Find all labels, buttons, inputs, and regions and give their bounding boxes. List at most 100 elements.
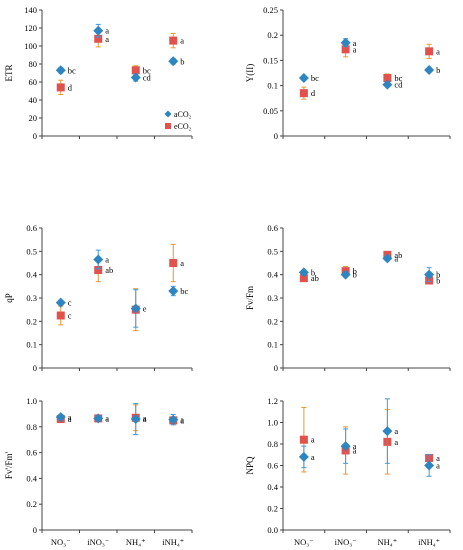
significance-letter: a <box>436 453 440 463</box>
significance-letter: b <box>311 267 315 277</box>
significance-letter: a <box>68 414 72 424</box>
data-point-aco2 <box>55 412 66 423</box>
data-point-aco2 <box>130 414 141 425</box>
x-tick-label: NH₄⁺ <box>126 537 146 547</box>
significance-letter: a <box>311 452 315 462</box>
y-tick-label: 0.6 <box>26 448 37 458</box>
x-tick-label: iNH₄⁺ <box>162 537 184 547</box>
y-tick-label: 0.25 <box>263 5 278 15</box>
significance-letter: bc <box>68 65 76 75</box>
significance-letter: b <box>436 276 440 286</box>
y-axis-label: NPQ <box>245 456 255 475</box>
significance-letter: a <box>105 26 109 36</box>
y-tick-label: 1.0 <box>267 418 278 428</box>
significance-letter: cd <box>143 73 152 83</box>
y-tick-label: 0 <box>33 131 37 141</box>
legend-label-aco2: aCO₂ <box>174 110 192 119</box>
significance-letter: c <box>68 311 72 321</box>
y-tick-label: 20 <box>29 113 38 123</box>
y-tick-label: 0.2 <box>267 504 278 514</box>
y-tick-label: 60 <box>29 77 38 87</box>
y-tick-label: 0.2 <box>26 499 37 509</box>
data-point-eco2 <box>56 83 65 92</box>
significance-letter: a <box>180 415 184 425</box>
x-tick-label: iNO₃⁻ <box>335 537 357 547</box>
x-tick-label: NO₃⁻ <box>51 537 71 547</box>
y-tick-label: 100 <box>24 41 37 51</box>
data-point-aco2 <box>382 253 393 264</box>
significance-letter: b <box>353 266 357 276</box>
data-point-aco2 <box>424 269 435 280</box>
data-point-aco2 <box>168 286 179 296</box>
significance-letter: ab <box>394 250 402 260</box>
y-tick-label: 0.3 <box>26 293 37 303</box>
significance-letter: bc <box>311 73 319 83</box>
y-tick-label: 0.1 <box>267 340 278 350</box>
significance-letter: a <box>353 441 357 451</box>
data-point-eco2 <box>169 36 178 45</box>
significance-letter: b <box>436 65 440 75</box>
x-tick-label: iNH₄⁺ <box>418 537 440 547</box>
legend-marker-aco2 <box>164 110 172 118</box>
data-point-aco2 <box>55 297 66 308</box>
data-point-eco2 <box>299 89 308 98</box>
data-point-eco2 <box>299 435 308 444</box>
y-tick-label: 0.3 <box>267 293 278 303</box>
y-tick-label: 0.4 <box>26 270 37 280</box>
y-tick-label: 0.05 <box>263 106 278 116</box>
significance-letter: ab <box>105 265 113 275</box>
legend-marker-eco2 <box>165 123 171 129</box>
x-tick-label: NH₄⁺ <box>378 537 398 547</box>
significance-letter: b <box>180 56 184 66</box>
data-point-aco2 <box>55 65 66 76</box>
significance-letter: b <box>436 270 440 280</box>
significance-letter: b <box>353 270 357 280</box>
significance-letter: a <box>68 412 72 422</box>
y-tick-label: 0.1 <box>26 340 37 350</box>
data-point-aco2 <box>130 303 141 314</box>
significance-letter: a <box>105 255 109 265</box>
significance-letter: a <box>353 445 357 455</box>
y-tick-label: 0.1 <box>267 81 278 91</box>
significance-letter: c <box>68 298 72 308</box>
data-point-eco2 <box>383 74 392 83</box>
y-tick-label: 0.4 <box>26 473 37 483</box>
y-tick-label: 0.5 <box>267 246 278 256</box>
y-axis-label: Fv/Fm <box>245 286 255 310</box>
x-tick-label: iNO₃⁻ <box>87 537 109 547</box>
data-point-eco2 <box>169 259 178 267</box>
y-tick-label: 120 <box>24 23 37 33</box>
y-tick-label: 0.4 <box>267 270 278 280</box>
y-tick-label: 0.0 <box>267 525 278 535</box>
significance-letter: a <box>353 44 357 54</box>
significance-letter: a <box>311 435 315 445</box>
data-point-aco2 <box>93 413 104 424</box>
data-point-aco2 <box>340 37 351 48</box>
data-point-aco2 <box>93 254 104 265</box>
significance-letter: cd <box>394 80 403 90</box>
significance-letter: a <box>180 415 184 425</box>
significance-letter: d <box>311 88 316 98</box>
data-point-aco2 <box>168 56 179 67</box>
y-tick-label: 0.2 <box>267 316 278 326</box>
y-tick-label: 0 <box>274 131 278 141</box>
data-point-aco2 <box>298 267 309 278</box>
data-point-eco2 <box>94 266 103 274</box>
y-axis-label: ETR <box>4 65 14 82</box>
y-tick-label: 1.0 <box>26 396 37 406</box>
significance-letter: e <box>143 304 147 314</box>
y-tick-label: 0.5 <box>26 246 37 256</box>
y-axis-label: Fv'/Fm' <box>4 451 14 479</box>
data-point-aco2 <box>382 426 393 437</box>
y-tick-label: 0.15 <box>263 55 278 65</box>
data-point-eco2 <box>94 34 103 43</box>
data-point-aco2 <box>424 64 435 75</box>
significance-letter: a <box>353 38 357 48</box>
y-tick-label: 0.8 <box>267 439 278 449</box>
significance-letter: a <box>105 413 109 423</box>
y-tick-label: 0.8 <box>26 422 37 432</box>
y-axis-label: Y(II) <box>245 64 255 83</box>
significance-letter: a <box>394 426 398 436</box>
y-tick-label: 0 <box>33 363 37 373</box>
data-point-aco2 <box>93 25 104 36</box>
